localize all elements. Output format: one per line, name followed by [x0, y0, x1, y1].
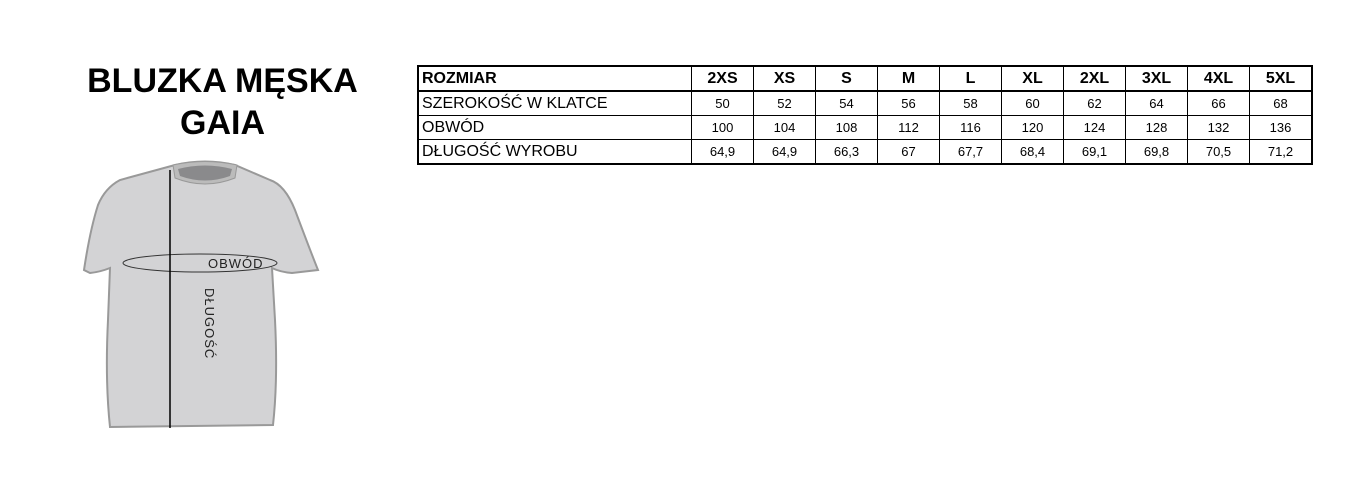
table-cell: 71,2 — [1249, 139, 1313, 165]
title-line-1: BLUZKA MĘSKA — [87, 62, 358, 100]
table-cell: 66 — [1187, 90, 1250, 116]
table-cell: 68,4 — [1001, 139, 1064, 165]
title-line-2: GAIA — [180, 104, 265, 142]
table-cell: 64,9 — [753, 139, 816, 165]
table-cell: 70,5 — [1187, 139, 1250, 165]
circumference-label: OBWÓD — [208, 256, 264, 271]
table-cell: 128 — [1125, 115, 1188, 140]
table-cell: 68 — [1249, 90, 1313, 116]
table-cell: 67 — [877, 139, 940, 165]
table-cell: 69,1 — [1063, 139, 1126, 165]
table-cell: 120 — [1001, 115, 1064, 140]
table-cell: 66,3 — [815, 139, 878, 165]
table-cell: 64 — [1125, 90, 1188, 116]
size-header: XS — [753, 65, 816, 92]
length-label: DŁUGOŚĆ — [202, 288, 217, 359]
table-row: OBWÓD 100 104 108 112 116 120 124 128 132 136 — [417, 115, 1313, 140]
table-cell: 60 — [1001, 90, 1064, 116]
size-header: 2XL — [1063, 65, 1126, 92]
size-header: 4XL — [1187, 65, 1250, 92]
size-header: 5XL — [1249, 65, 1313, 92]
table-cell: 62 — [1063, 90, 1126, 116]
size-table: ROZMIAR 2XS XS S M L XL 2XL 3XL 4XL 5XL SZEROKOŚĆ W… — [417, 65, 1313, 165]
table-cell: 50 — [691, 90, 754, 116]
table-cell: 104 — [753, 115, 816, 140]
table-cell: 124 — [1063, 115, 1126, 140]
size-header: 3XL — [1125, 65, 1188, 92]
table-cell: 112 — [877, 115, 940, 140]
table-cell: 58 — [939, 90, 1002, 116]
size-header: S — [815, 65, 878, 92]
size-header: XL — [1001, 65, 1064, 92]
size-header: M — [877, 65, 940, 92]
table-row: DŁUGOŚĆ WYROBU 64,9 64,9 66,3 67 67,7 68,4 69,1… — [417, 139, 1313, 165]
header-label: ROZMIAR — [417, 65, 692, 92]
tshirt-illustration: OBWÓD DŁUGOŚĆ — [82, 160, 320, 429]
table-cell: 56 — [877, 90, 940, 116]
row-label: SZEROKOŚĆ W KLATCE — [417, 90, 692, 116]
table-header-row: ROZMIAR 2XS XS S M L XL 2XL 3XL 4XL 5XL — [417, 65, 1313, 92]
table-cell: 54 — [815, 90, 878, 116]
table-cell: 136 — [1249, 115, 1313, 140]
table-row: SZEROKOŚĆ W KLATCE 50 52 54 56 58 60 62 64 66 68 — [417, 90, 1313, 116]
row-label: DŁUGOŚĆ WYROBU — [417, 139, 692, 165]
table-cell: 67,7 — [939, 139, 1002, 165]
page-title: BLUZKA MĘSKA GAIA — [60, 60, 385, 144]
table-cell: 116 — [939, 115, 1002, 140]
table-cell: 132 — [1187, 115, 1250, 140]
table-cell: 108 — [815, 115, 878, 140]
size-header: L — [939, 65, 1002, 92]
table-cell: 69,8 — [1125, 139, 1188, 165]
size-header: 2XS — [691, 65, 754, 92]
row-label: OBWÓD — [417, 115, 692, 140]
table-cell: 100 — [691, 115, 754, 140]
table-cell: 64,9 — [691, 139, 754, 165]
table-cell: 52 — [753, 90, 816, 116]
